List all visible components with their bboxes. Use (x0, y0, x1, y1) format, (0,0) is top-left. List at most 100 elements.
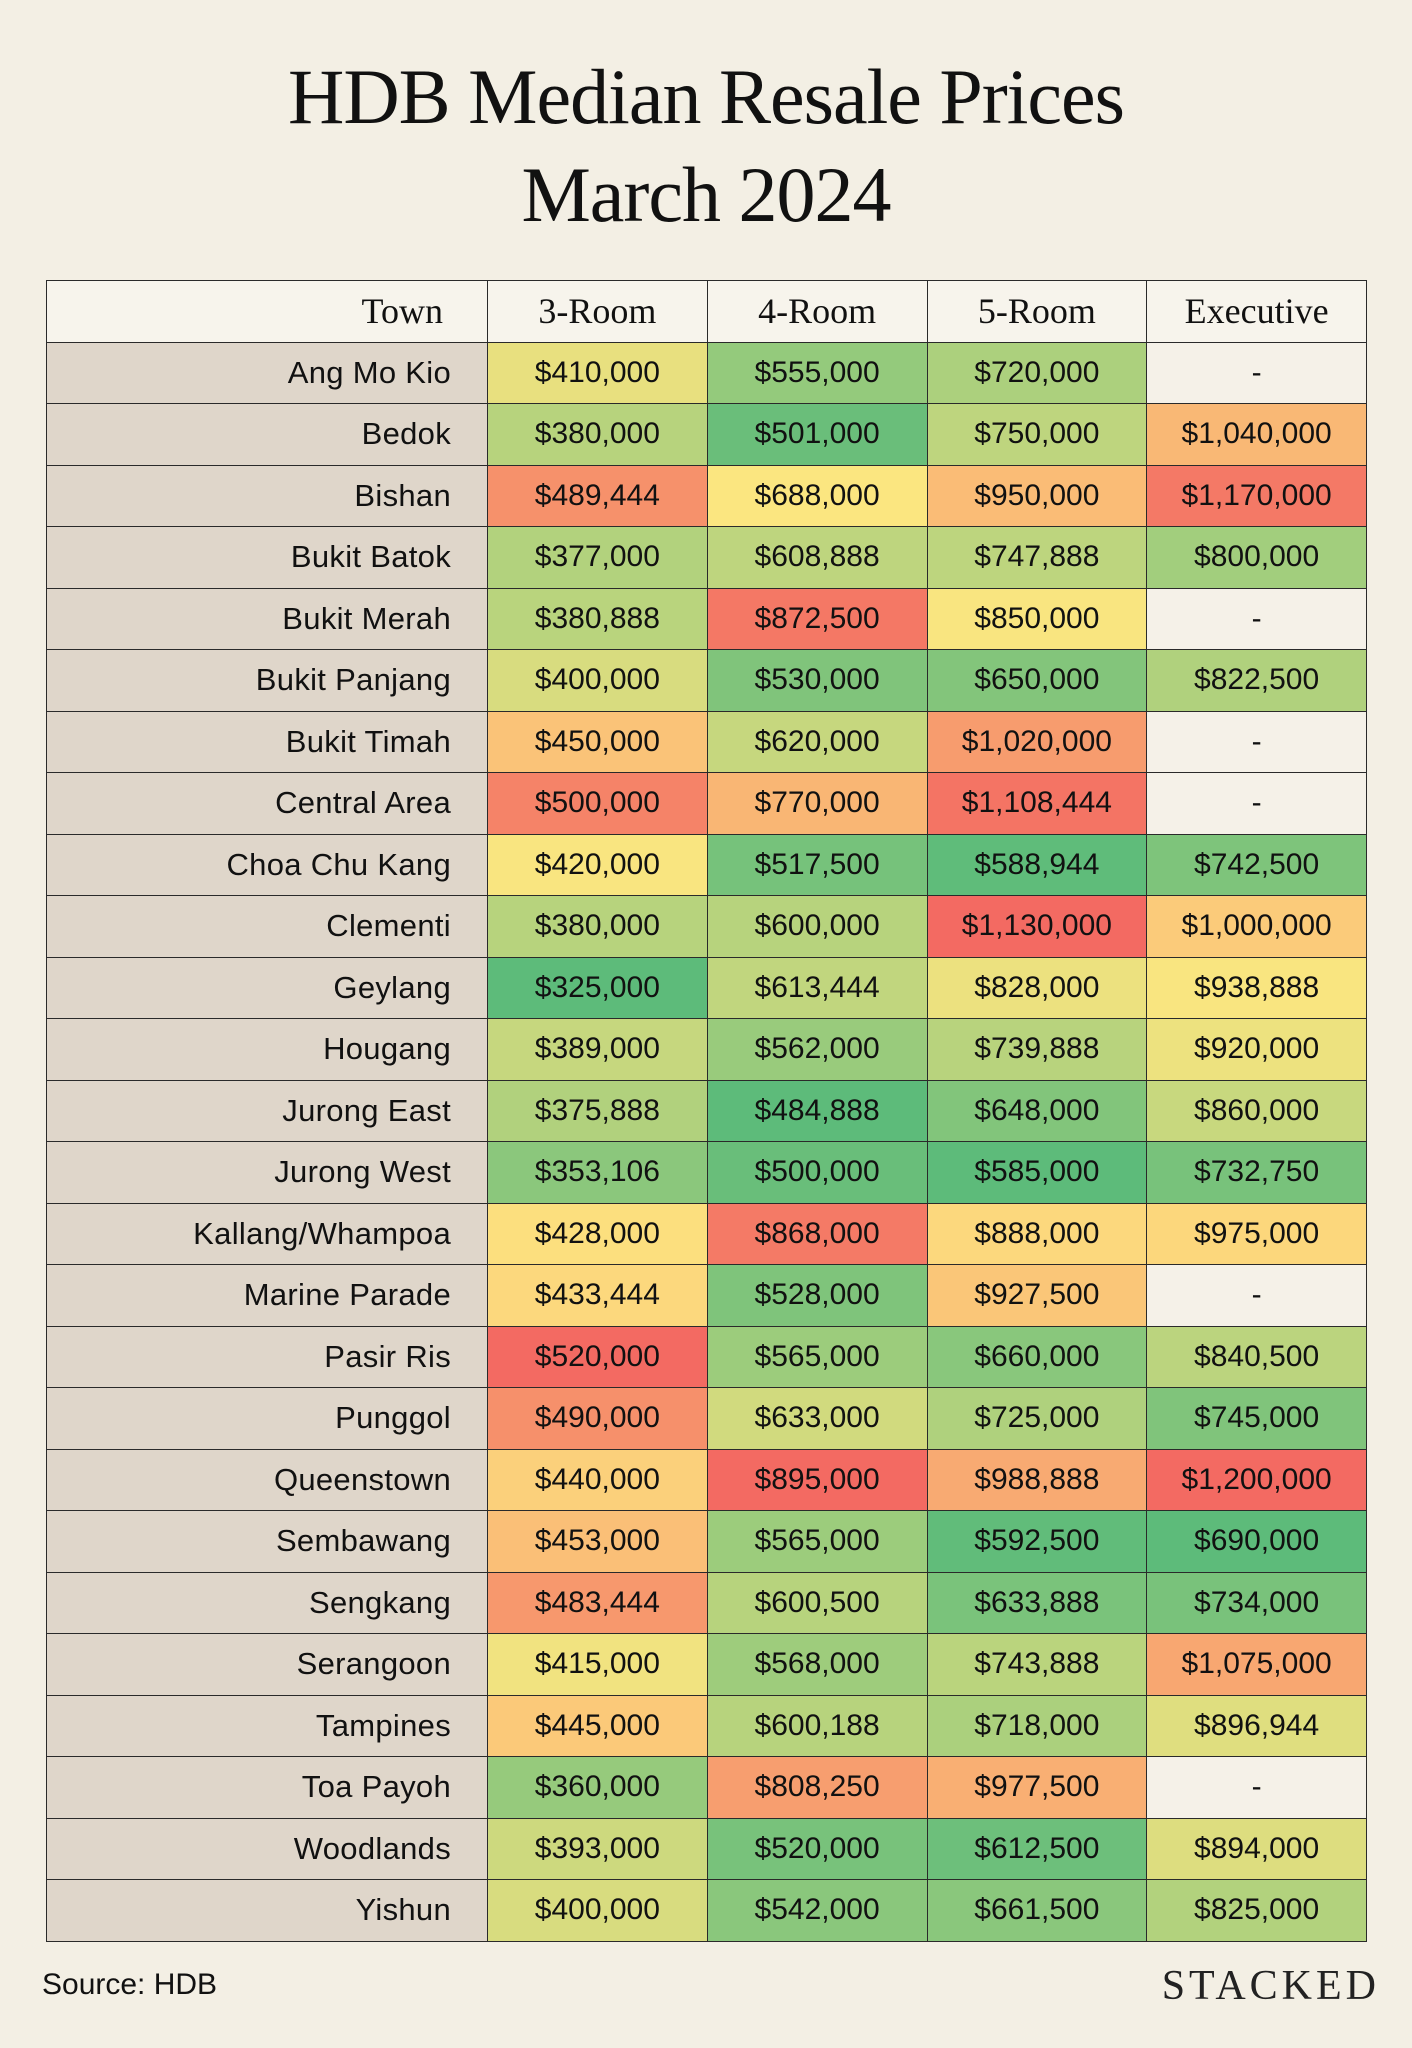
town-label: Bishan (46, 464, 488, 527)
table-row: Geylang $325,000 $613,444 $828,000 $938,888 (46, 956, 1367, 1019)
heat-cell: $600,500 (706, 1571, 928, 1634)
heat-cell: $720,000 (926, 341, 1148, 404)
heat-cell: $650,000 (926, 649, 1148, 712)
table-row: Woodlands $393,000 $520,000 $612,500 $894,00… (46, 1817, 1367, 1880)
heat-cell: $440,000 (487, 1448, 708, 1511)
heat-cell: $800,000 (1146, 526, 1367, 589)
table-row: Choa Chu Kang $420,000 $517,500 $588,944 $74… (46, 833, 1367, 896)
heat-cell: $445,000 (487, 1694, 708, 1757)
heat-cell: $938,888 (1146, 956, 1367, 1019)
table-row: Bukit Panjang $400,000 $530,000 $650,000 $82… (46, 649, 1367, 712)
town-label: Hougang (46, 1018, 488, 1081)
heat-cell: $380,000 (487, 895, 708, 958)
heat-cell: $380,000 (487, 403, 708, 466)
heat-cell: $433,444 (487, 1264, 708, 1327)
heat-cell: $648,000 (926, 1079, 1148, 1142)
town-label: Central Area (46, 772, 488, 835)
town-column-header: Town (46, 280, 488, 343)
heat-cell: $400,000 (487, 649, 708, 712)
heat-cell: $950,000 (926, 464, 1148, 527)
heat-cell: $977,500 (926, 1756, 1148, 1819)
town-label: Bedok (46, 403, 488, 466)
heat-cell: $633,000 (706, 1387, 928, 1450)
chart-title: HDB Median Resale Prices March 2024 (0, 48, 1412, 244)
heat-cell: $1,170,000 (1146, 464, 1367, 527)
heat-cell: $690,000 (1146, 1510, 1367, 1573)
heat-cell: $770,000 (706, 772, 928, 835)
table-row: Queenstown $440,000 $895,000 $988,888 $1,200… (46, 1448, 1367, 1511)
table-row: Jurong East $375,888 $484,888 $648,000 $860,… (46, 1079, 1367, 1142)
heat-cell: $1,040,000 (1146, 403, 1367, 466)
heat-cell: $896,944 (1146, 1694, 1367, 1757)
town-label: Marine Parade (46, 1264, 488, 1327)
heat-cell: $389,000 (487, 1018, 708, 1081)
table-row: Bukit Timah $450,000 $620,000 $1,020,000- (46, 710, 1367, 773)
heat-cell: $565,000 (706, 1510, 928, 1573)
price-heatmap-table: Town 3-Room 4-Room 5-Room Executive Ang … (46, 280, 1367, 1942)
heat-cell: $555,000 (706, 341, 928, 404)
table-row: Toa Payoh $360,000 $808,250 $977,500- (46, 1756, 1367, 1819)
town-label: Sembawang (46, 1510, 488, 1573)
heat-cell: $520,000 (487, 1325, 708, 1388)
heat-cell: - (1146, 341, 1367, 404)
heat-cell: $1,200,000 (1146, 1448, 1367, 1511)
heat-cell: $530,000 (706, 649, 928, 712)
town-label: Geylang (46, 956, 488, 1019)
heat-cell: $633,888 (926, 1571, 1148, 1634)
table-row: Clementi $380,000 $600,000 $1,130,000 $1,000… (46, 895, 1367, 958)
town-label: Pasir Ris (46, 1325, 488, 1388)
heat-cell: $528,000 (706, 1264, 928, 1327)
heat-cell: $894,000 (1146, 1817, 1367, 1880)
column-header-executive: Executive (1146, 280, 1367, 343)
table-row: Punggol $490,000 $633,000 $725,000 $745,000 (46, 1387, 1367, 1450)
column-header-4-room: 4-Room (706, 280, 928, 343)
heat-cell: $375,888 (487, 1079, 708, 1142)
table-row: Tampines $445,000 $600,188 $718,000 $896,944 (46, 1694, 1367, 1757)
heat-cell: $420,000 (487, 833, 708, 896)
heat-cell: - (1146, 1756, 1367, 1819)
town-label: Queenstown (46, 1448, 488, 1511)
heat-cell: $608,888 (706, 526, 928, 589)
heat-cell: $490,000 (487, 1387, 708, 1450)
heat-cell: $592,500 (926, 1510, 1148, 1573)
heat-cell: $588,944 (926, 833, 1148, 896)
table-row: Yishun $400,000 $542,000 $661,500 $825,000 (46, 1879, 1367, 1942)
heat-cell: $742,500 (1146, 833, 1367, 896)
town-label: Tampines (46, 1694, 488, 1757)
heat-cell: $483,444 (487, 1571, 708, 1634)
heat-cell: $565,000 (706, 1325, 928, 1388)
town-label: Bukit Merah (46, 587, 488, 650)
heat-cell: $353,106 (487, 1141, 708, 1204)
heat-cell: - (1146, 772, 1367, 835)
table-row: Central Area $500,000 $770,000 $1,108,444- (46, 772, 1367, 835)
column-header-3-room: 3-Room (487, 280, 708, 343)
heat-cell: $895,000 (706, 1448, 928, 1511)
column-header-5-room: 5-Room (926, 280, 1148, 343)
heat-cell: $428,000 (487, 1202, 708, 1265)
town-label: Serangoon (46, 1633, 488, 1696)
heat-cell: $453,000 (487, 1510, 708, 1573)
heat-cell: $828,000 (926, 956, 1148, 1019)
title-line-2: March 2024 (521, 151, 891, 238)
heat-cell: $542,000 (706, 1879, 928, 1942)
table-row: Bukit Merah $380,888 $872,500 $850,000- (46, 587, 1367, 650)
heat-cell: $747,888 (926, 526, 1148, 589)
heat-cell: $688,000 (706, 464, 928, 527)
town-label: Punggol (46, 1387, 488, 1450)
heat-cell: $380,888 (487, 587, 708, 650)
table-row: Serangoon $415,000 $568,000 $743,888 $1,075,… (46, 1633, 1367, 1696)
heat-cell: $562,000 (706, 1018, 928, 1081)
heat-cell: $484,888 (706, 1079, 928, 1142)
town-label: Bukit Batok (46, 526, 488, 589)
heat-cell: $868,000 (706, 1202, 928, 1265)
table-row: Bedok $380,000 $501,000 $750,000 $1,040,000 (46, 403, 1367, 466)
heat-cell: $613,444 (706, 956, 928, 1019)
heat-cell: $520,000 (706, 1817, 928, 1880)
brand-logo: STACKED (1161, 1963, 1380, 2009)
table-row: Hougang $389,000 $562,000 $739,888 $920,000 (46, 1018, 1367, 1081)
table-row: Jurong West $353,106 $500,000 $585,000 $732,… (46, 1141, 1367, 1204)
heat-cell: $743,888 (926, 1633, 1148, 1696)
heat-cell: $840,500 (1146, 1325, 1367, 1388)
table-row: Marine Parade $433,444 $528,000 $927,500- (46, 1264, 1367, 1327)
heat-cell: $1,075,000 (1146, 1633, 1367, 1696)
